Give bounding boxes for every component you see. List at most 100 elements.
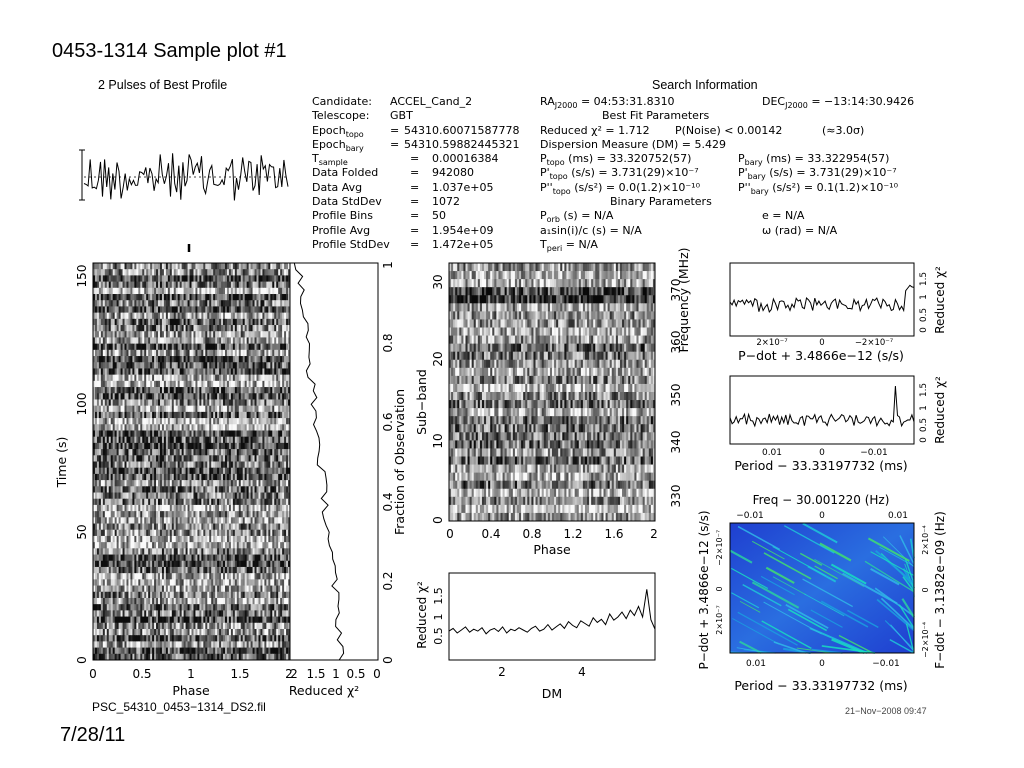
tp-cell: [236, 554, 240, 562]
tp-cell: [114, 486, 118, 493]
tp-cell: [256, 337, 259, 345]
tp-cell: [203, 461, 206, 469]
tp-cell: [268, 374, 271, 382]
tp-cell: [93, 566, 96, 574]
tp-cell: [278, 517, 281, 524]
tp-cell: [152, 548, 155, 555]
tp-cell: [224, 511, 228, 518]
tp-cell: [226, 442, 230, 450]
tp-cell: [130, 473, 133, 481]
tp-cell: [158, 325, 161, 332]
tp-cell: [252, 380, 255, 388]
tp-cell: [282, 418, 285, 425]
tp-cell: [175, 411, 179, 419]
tp-cell: [254, 393, 257, 400]
tp-cell: [177, 492, 181, 500]
tp-cell: [191, 405, 194, 413]
tp-cell: [128, 287, 131, 295]
tp-cell: [224, 343, 228, 351]
tp-cell: [116, 405, 120, 413]
tp-cell: [226, 486, 230, 493]
tp-cell: [252, 492, 255, 500]
tp-cell: [284, 331, 287, 338]
tp-cell: [171, 436, 175, 444]
tp-cell: [161, 535, 165, 543]
tp-cell: [124, 393, 127, 400]
tp-cell: [203, 480, 206, 487]
tp-cell: [221, 337, 224, 345]
tp-cell: [132, 287, 135, 295]
tp-cell: [146, 560, 149, 568]
tp-cell: [104, 349, 108, 357]
tp-cell: [230, 356, 234, 363]
tp-cell: [209, 517, 212, 524]
tp-cell: [169, 467, 173, 475]
tp-cell: [199, 287, 202, 295]
tp-cell: [96, 356, 100, 363]
tp-cell: [278, 405, 281, 413]
tp-cell: [130, 343, 133, 351]
tp-cell: [252, 331, 255, 338]
tp-cell: [211, 566, 214, 574]
tp-cell: [211, 374, 214, 382]
tp-cell: [132, 356, 135, 363]
tp-cell: [238, 424, 242, 431]
tp-cell: [98, 529, 102, 537]
tp-cell: [177, 281, 181, 289]
tp-cell: [128, 368, 131, 376]
tp-cell: [100, 325, 104, 332]
tp-cell: [232, 511, 236, 518]
tp-cell: [128, 275, 131, 283]
tp-cell: [284, 312, 287, 320]
tp-cell: [195, 436, 198, 444]
tp-cell: [140, 312, 143, 320]
tp-cell: [173, 461, 177, 469]
tp-cell: [112, 548, 116, 555]
tp-cell: [209, 542, 212, 549]
tp-cell: [98, 504, 102, 512]
tp-cell: [112, 436, 116, 444]
tp-cell: [159, 263, 163, 270]
tp-cell: [195, 430, 198, 438]
tp-cell: [286, 554, 289, 562]
tp-cell: [150, 455, 153, 462]
tp-cell: [207, 312, 210, 320]
tp-cell: [266, 517, 269, 524]
tp-cell: [110, 548, 114, 555]
tp-cell: [159, 306, 163, 314]
tp-cell: [104, 498, 108, 506]
tp-cell: [118, 343, 121, 351]
tp-cell: [221, 461, 224, 469]
tp-cell: [154, 281, 157, 289]
tp-cell: [93, 287, 96, 295]
tp-cell: [199, 542, 202, 549]
tp-cell: [165, 380, 169, 388]
tp-cell: [154, 349, 157, 357]
tp-cell: [278, 461, 281, 469]
tp-cell: [130, 492, 133, 500]
tp-cell: [122, 387, 125, 394]
tp-cell: [191, 349, 194, 357]
tp-cell: [250, 411, 253, 419]
tp-cell: [270, 269, 273, 276]
tp-cell: [179, 473, 183, 481]
tp-cell: [98, 535, 102, 543]
tp-cell: [211, 368, 214, 376]
tp-cell: [179, 517, 183, 524]
tp-cell: [274, 312, 277, 320]
tp-cell: [215, 399, 218, 407]
tp-cell: [110, 356, 114, 363]
tp-cell: [136, 399, 139, 407]
tp-cell: [213, 405, 216, 413]
tp-cell: [203, 387, 206, 394]
tp-cell: [205, 473, 208, 481]
tp-cell: [199, 399, 202, 407]
tp-cell: [167, 312, 171, 320]
tp-cell: [266, 281, 269, 289]
tp-cell: [228, 393, 232, 400]
tp-cell: [104, 424, 108, 431]
tp-cell: [163, 331, 167, 338]
tp-cell: [110, 566, 114, 574]
tp-cell: [250, 380, 253, 388]
tp-cell: [274, 269, 277, 276]
